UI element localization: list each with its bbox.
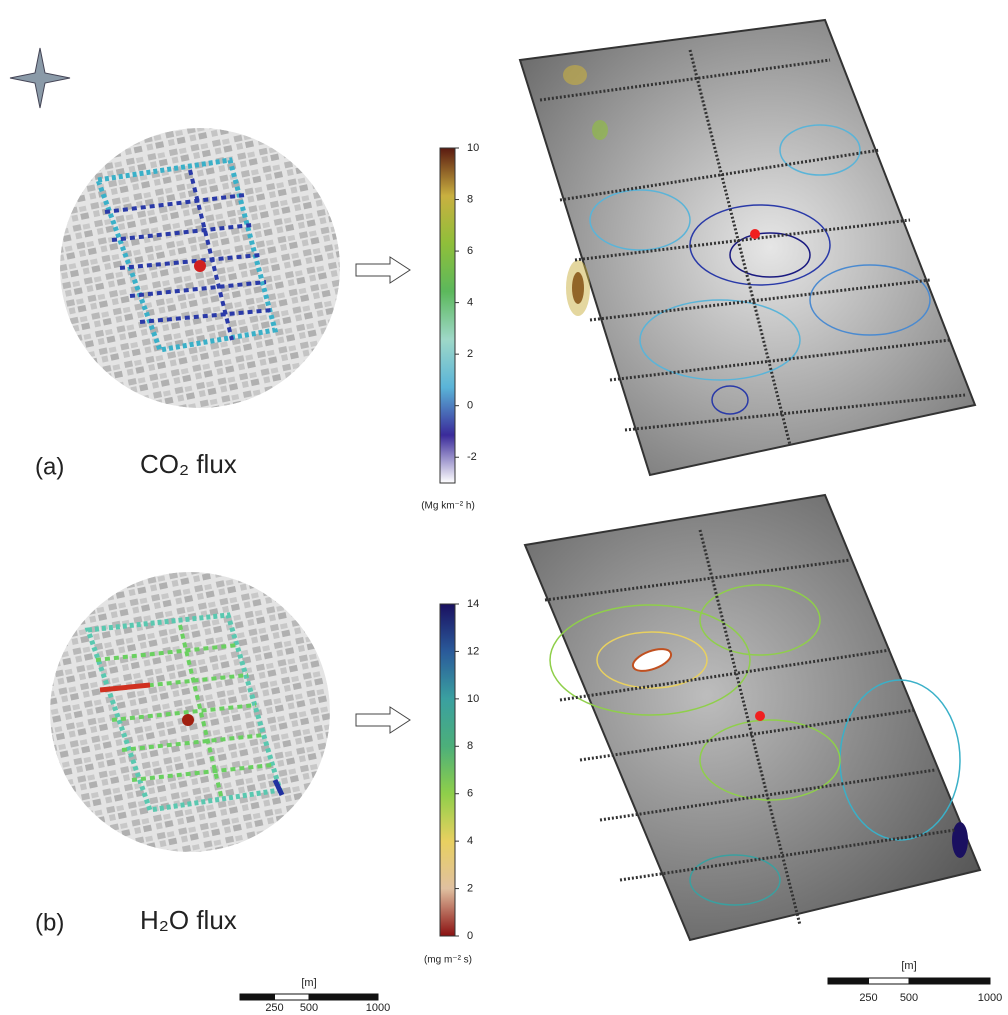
colorbar-tick-label: 0 (467, 930, 473, 942)
scale-tick-label: 1000 (978, 992, 1002, 1004)
panel-label: (b) (35, 909, 64, 936)
scale-segment (275, 994, 310, 1000)
colorbar-tick-label: 4 (467, 835, 473, 847)
colorbar-unit: (Mg km⁻² h) (421, 501, 475, 512)
contour-map-a (520, 20, 975, 475)
colorbar-tick-label: 2 (467, 882, 473, 894)
scale-segment (309, 994, 378, 1000)
colorbar-tick-label: 14 (467, 598, 479, 610)
scale-unit: [m] (301, 977, 316, 989)
colorbar-tick-label: 6 (467, 788, 473, 800)
tracks-map-a (60, 128, 340, 408)
colorbar-tick-label: 8 (467, 740, 473, 752)
scale-tick-label: 250 (859, 992, 877, 1004)
panel-title: H₂O flux (140, 905, 237, 935)
scale-tick-label: 500 (900, 992, 918, 1004)
colorbar (440, 148, 455, 483)
tracks-map-b (50, 572, 330, 852)
colorbar-tick-label: 10 (467, 142, 479, 154)
colorbar-tick-label: 2 (467, 348, 473, 360)
colorbar-tick-label: 0 (467, 400, 473, 412)
scale-segment (828, 978, 869, 984)
colorbar-unit: (mg m⁻² s) (424, 955, 472, 966)
colorbar-tick-label: 10 (467, 693, 479, 705)
scale-segment (909, 978, 990, 984)
colorbar-tick-label: 6 (467, 245, 473, 257)
scale-segment (240, 994, 275, 1000)
scale-unit: [m] (901, 960, 916, 972)
colorbar-tick-label: 4 (467, 297, 473, 309)
colorbar-tick-label: 8 (467, 193, 473, 205)
figure: (a) CO₂ flux -2 0 2 4 6 8 10 (Mg km⁻² h) (b) H₂O fl… (0, 0, 1008, 1015)
panel-label: (a) (35, 453, 64, 480)
arrow (356, 257, 410, 283)
colorbar (440, 604, 455, 936)
scale-tick-label: 1000 (366, 1002, 390, 1014)
scale-tick-label: 500 (300, 1002, 318, 1014)
scale-segment (869, 978, 910, 984)
contour-map-b (525, 495, 980, 940)
scale-tick-label: 250 (265, 1002, 283, 1014)
colorbar-tick-label: -2 (467, 451, 477, 463)
arrow (356, 707, 410, 733)
panel-title: CO₂ flux (140, 449, 237, 479)
colorbar-tick-label: 12 (467, 645, 479, 657)
compass (10, 48, 70, 108)
